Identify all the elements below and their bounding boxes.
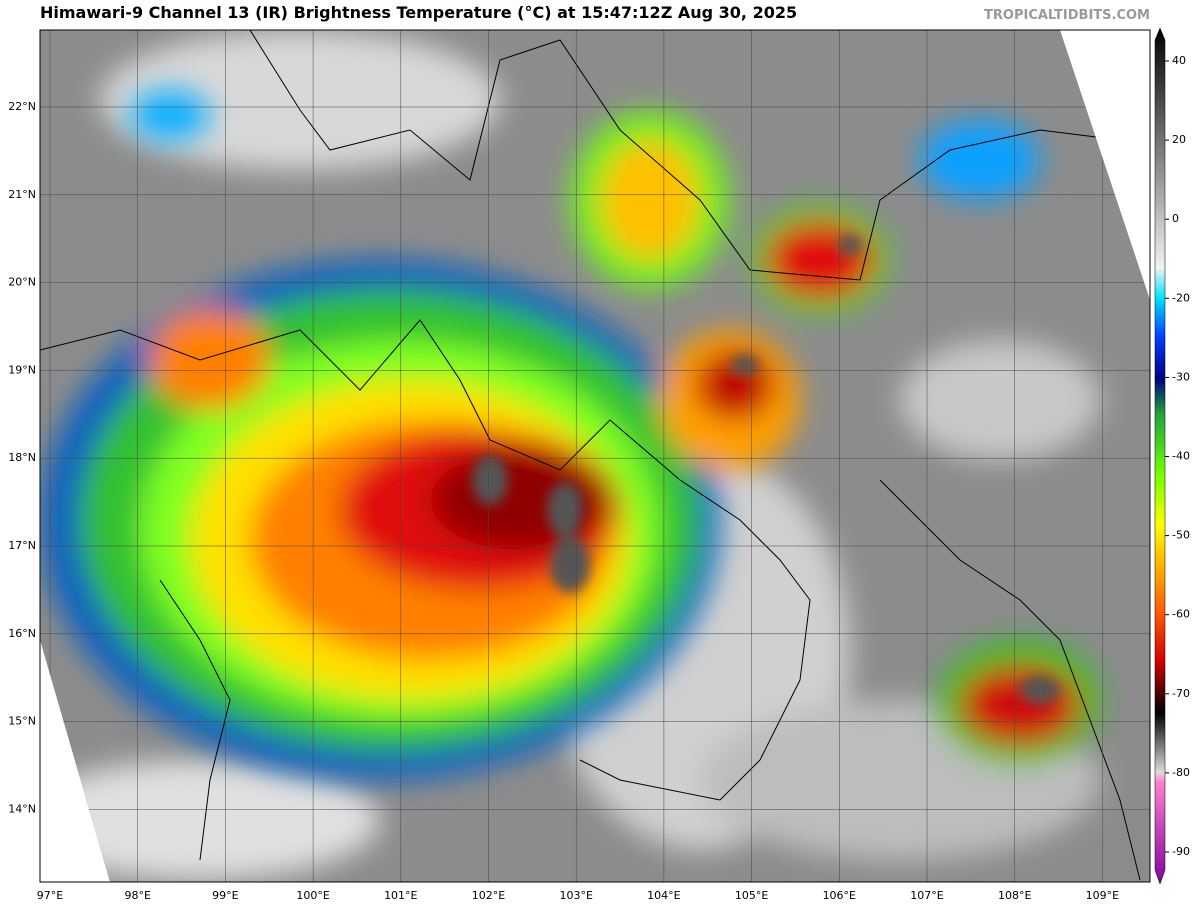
lat-label: 22°N xyxy=(8,100,36,113)
lon-label: 109°E xyxy=(1086,889,1119,902)
lon-label: 104°E xyxy=(647,889,680,902)
map-frame xyxy=(39,29,1151,883)
lon-label: 97°E xyxy=(37,889,63,902)
lon-label: 108°E xyxy=(998,889,1031,902)
lon-label: 105°E xyxy=(735,889,768,902)
lat-label: 17°N xyxy=(8,539,36,552)
colorbar-tick-label: 40 xyxy=(1172,54,1186,67)
colorbar-tick-label: -90 xyxy=(1172,845,1190,858)
lat-label: 18°N xyxy=(8,451,36,464)
colorbar-tick-label: -40 xyxy=(1172,450,1190,463)
lon-label: 102°E xyxy=(472,889,505,902)
lon-label: 103°E xyxy=(559,889,592,902)
colorbar xyxy=(1154,27,1166,885)
lon-label: 99°E xyxy=(212,889,238,902)
lon-label: 101°E xyxy=(384,889,417,902)
lon-label: 98°E xyxy=(124,889,150,902)
colorbar-tick-label: -30 xyxy=(1172,370,1190,383)
lat-label: 21°N xyxy=(8,188,36,201)
colorbar-tick-label: -50 xyxy=(1172,529,1190,542)
colorbar-tick-label: -80 xyxy=(1172,766,1190,779)
colorbar-tick-label: -20 xyxy=(1172,291,1190,304)
imagery xyxy=(40,30,1150,882)
title: Himawari-9 Channel 13 (IR) Brightness Te… xyxy=(40,3,797,22)
lat-label: 19°N xyxy=(8,363,36,376)
colorbar-tick-label: 20 xyxy=(1172,133,1186,146)
colorbar-tick-label: -60 xyxy=(1172,608,1190,621)
lat-label: 16°N xyxy=(8,627,36,640)
colorbar-tick-label: 0 xyxy=(1172,212,1179,225)
borders xyxy=(40,30,1141,881)
grid xyxy=(40,30,1150,882)
lat-label: 14°N xyxy=(8,802,36,815)
source: TROPICALTIDBITS.COM xyxy=(984,8,1150,23)
lon-label: 100°E xyxy=(296,889,329,902)
colorbar-tick-label: -70 xyxy=(1172,687,1190,700)
lat-label: 15°N xyxy=(8,715,36,728)
lon-label: 107°E xyxy=(910,889,943,902)
lon-label: 106°E xyxy=(823,889,856,902)
lat-label: 20°N xyxy=(8,276,36,289)
